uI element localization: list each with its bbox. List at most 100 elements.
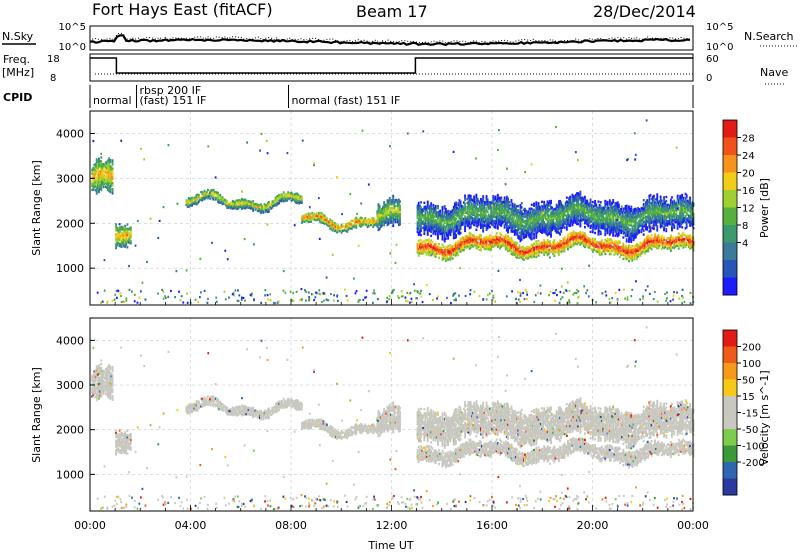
- power-cell: [492, 219, 495, 223]
- power-cell: [487, 225, 490, 228]
- power-cell: [659, 238, 662, 242]
- power-cell: [423, 244, 426, 247]
- power-cell: [129, 236, 132, 239]
- power-cell: [91, 184, 94, 188]
- power-cell: [355, 220, 358, 223]
- power-cell: [600, 243, 603, 246]
- power-cell: [501, 201, 504, 204]
- power-cell: [646, 201, 649, 204]
- power-cell: [282, 191, 285, 194]
- power-cell: [459, 204, 462, 208]
- power-cell: [319, 216, 322, 219]
- power-cell: [661, 237, 664, 240]
- power-cell: [598, 249, 601, 252]
- power-cell: [492, 201, 495, 204]
- power-cell: [580, 199, 583, 202]
- power-cell: [490, 220, 493, 223]
- power-cell: [595, 227, 598, 230]
- power-cell: [563, 213, 566, 217]
- power-cell: [547, 252, 550, 255]
- power-cell: [620, 221, 623, 225]
- power-cell: [628, 217, 630, 221]
- power-cell: [124, 245, 127, 248]
- power-cell: [108, 179, 111, 182]
- power-cell: [355, 226, 358, 229]
- power-cell: [487, 235, 490, 239]
- power-cell: [576, 192, 578, 195]
- power-cell: [513, 223, 516, 226]
- power-cell: [225, 201, 227, 205]
- power-cell: [502, 216, 505, 220]
- power-cell: [104, 185, 107, 189]
- power-cell: [594, 201, 597, 205]
- power-cell: [629, 232, 632, 235]
- power-cell: [634, 248, 637, 251]
- power-cell: [531, 226, 534, 229]
- power-cell: [353, 220, 355, 223]
- power-cell: [573, 235, 576, 238]
- power-cell: [543, 214, 546, 218]
- power-cell: [110, 166, 113, 169]
- power-cell: [535, 247, 538, 251]
- power-cell: [455, 251, 457, 255]
- power-cell: [588, 221, 591, 224]
- power-cell: [590, 218, 593, 221]
- power-cell: [386, 211, 389, 214]
- power-cell: [522, 254, 525, 258]
- power-cell: [645, 239, 647, 242]
- power-cell: [656, 237, 659, 240]
- power-cell: [446, 220, 448, 224]
- power-cell: [571, 221, 574, 225]
- power-cell: [529, 229, 532, 232]
- power-cell: [487, 245, 490, 249]
- power-cell: [306, 215, 309, 219]
- power-cell: [554, 207, 557, 210]
- power-cell: [691, 246, 694, 249]
- power-cell: [560, 220, 563, 223]
- power-cell: [444, 207, 447, 211]
- power-cell: [553, 225, 556, 228]
- power-cell: [544, 209, 547, 212]
- power-cell: [105, 176, 108, 180]
- power-cell: [533, 214, 535, 218]
- power-cell: [418, 241, 421, 245]
- power-cell: [107, 180, 109, 184]
- power-cell: [527, 228, 530, 231]
- power-cell: [640, 244, 643, 247]
- power-cell: [547, 202, 550, 205]
- power-cell: [418, 210, 421, 214]
- power-cell: [590, 210, 593, 213]
- power-cell: [441, 228, 444, 231]
- power-cell: [109, 184, 112, 188]
- power-cell: [509, 244, 512, 248]
- power-cell: [514, 229, 517, 232]
- power-cell: [274, 196, 277, 200]
- power-cell: [579, 196, 582, 200]
- power-cell: [358, 222, 361, 225]
- power-cell: [548, 216, 551, 219]
- power-cell: [614, 230, 617, 233]
- power-cell: [287, 196, 290, 200]
- power-cell: [444, 247, 447, 251]
- power-cell: [577, 238, 580, 242]
- power-cell: [666, 243, 669, 246]
- power-cell: [612, 223, 615, 227]
- power-cell: [562, 213, 565, 217]
- power-cell: [365, 219, 368, 222]
- power-cell: [539, 248, 542, 251]
- power-cell: [433, 244, 436, 248]
- power-cell: [314, 214, 317, 217]
- power-cell: [641, 206, 644, 210]
- power-cell: [470, 206, 473, 209]
- power-cell: [443, 252, 446, 256]
- power-cell: [469, 217, 472, 221]
- power-cell: [100, 156, 103, 159]
- power-cell: [348, 226, 351, 230]
- power-cell: [573, 209, 576, 213]
- power-cell: [254, 202, 257, 206]
- power-cell: [607, 241, 610, 244]
- power-cell: [435, 223, 438, 227]
- power-cell: [448, 223, 451, 226]
- power-cell: [456, 251, 459, 254]
- power-cell: [536, 217, 539, 220]
